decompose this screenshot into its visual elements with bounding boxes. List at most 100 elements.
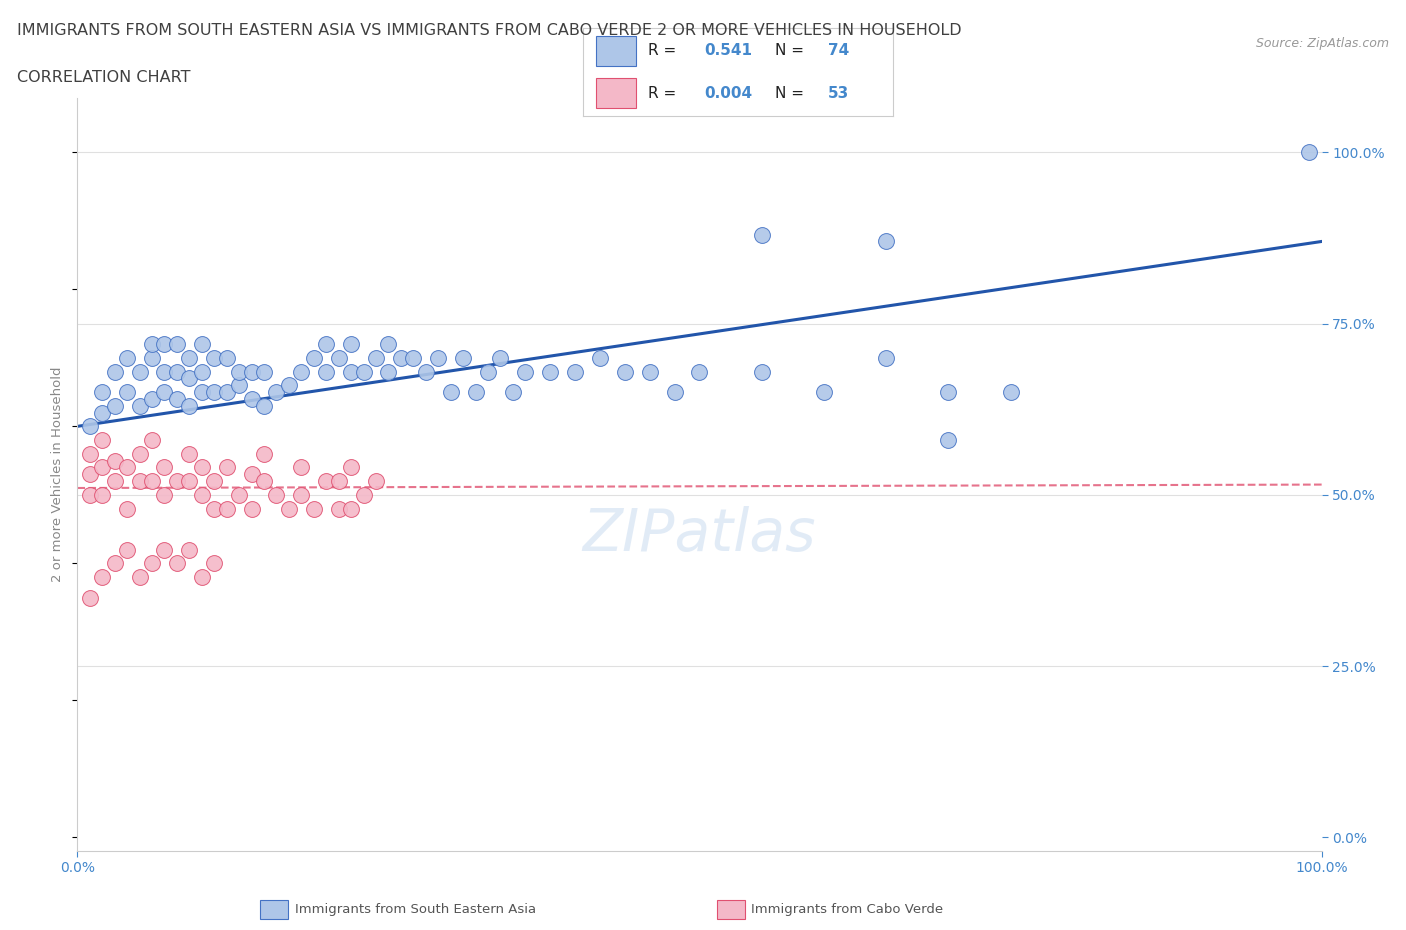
Point — [153, 385, 176, 400]
Point — [153, 487, 176, 502]
Point — [191, 385, 214, 400]
Point — [240, 392, 263, 406]
Point — [689, 365, 711, 379]
Point — [389, 351, 412, 365]
Point — [875, 351, 897, 365]
Point — [364, 473, 387, 488]
Point — [79, 446, 101, 461]
Text: 0.004: 0.004 — [704, 86, 752, 100]
Point — [141, 473, 163, 488]
Point — [489, 351, 512, 365]
Point — [179, 371, 201, 386]
Point — [328, 351, 350, 365]
Point — [353, 487, 375, 502]
Point — [79, 487, 101, 502]
Point — [104, 556, 127, 571]
Point — [538, 365, 561, 379]
Point — [141, 432, 163, 447]
Point — [91, 385, 114, 400]
Point — [179, 398, 201, 413]
Text: 74: 74 — [828, 44, 849, 59]
Text: IMMIGRANTS FROM SOUTH EASTERN ASIA VS IMMIGRANTS FROM CABO VERDE 2 OR MORE VEHIC: IMMIGRANTS FROM SOUTH EASTERN ASIA VS IM… — [17, 23, 962, 38]
Point — [141, 556, 163, 571]
Point — [79, 467, 101, 482]
Point — [813, 385, 835, 400]
Point — [253, 473, 276, 488]
Point — [91, 487, 114, 502]
Point — [440, 385, 463, 400]
Point — [364, 351, 387, 365]
Point — [202, 351, 225, 365]
Point — [464, 385, 486, 400]
Point — [477, 365, 499, 379]
Point — [564, 365, 586, 379]
Point — [115, 460, 138, 475]
Text: CORRELATION CHART: CORRELATION CHART — [17, 70, 190, 85]
Point — [128, 569, 150, 584]
Point — [340, 365, 363, 379]
Point — [166, 392, 188, 406]
Point — [115, 351, 138, 365]
Point — [340, 460, 363, 475]
Point — [290, 487, 312, 502]
Point — [377, 337, 399, 352]
Point — [166, 365, 188, 379]
Point — [128, 398, 150, 413]
Point — [340, 501, 363, 516]
Point — [1298, 145, 1320, 160]
Text: Immigrants from Cabo Verde: Immigrants from Cabo Verde — [751, 903, 943, 916]
Point — [1000, 385, 1022, 400]
Point — [328, 473, 350, 488]
Point — [277, 501, 299, 516]
Point — [141, 351, 163, 365]
Point — [240, 501, 263, 516]
Point — [215, 460, 238, 475]
Point — [79, 591, 101, 605]
Point — [377, 365, 399, 379]
Point — [240, 365, 263, 379]
Point — [202, 556, 225, 571]
Text: R =: R = — [648, 44, 682, 59]
Point — [104, 398, 127, 413]
Point — [153, 337, 176, 352]
Point — [91, 460, 114, 475]
Point — [91, 569, 114, 584]
Point — [415, 365, 437, 379]
Point — [202, 501, 225, 516]
Point — [166, 337, 188, 352]
Point — [215, 385, 238, 400]
Point — [179, 446, 201, 461]
Bar — [596, 78, 636, 108]
Point — [202, 385, 225, 400]
Point — [253, 446, 276, 461]
Point — [104, 453, 127, 468]
Point — [266, 385, 288, 400]
Point — [402, 351, 425, 365]
Point — [91, 405, 114, 420]
Text: ZIPatlas: ZIPatlas — [582, 506, 817, 563]
Point — [215, 501, 238, 516]
Point — [751, 227, 773, 242]
Point — [128, 473, 150, 488]
Text: 53: 53 — [828, 86, 849, 100]
Text: Source: ZipAtlas.com: Source: ZipAtlas.com — [1256, 37, 1389, 50]
Point — [302, 351, 325, 365]
Point — [302, 501, 325, 516]
Point — [315, 473, 337, 488]
Point — [128, 365, 150, 379]
Point — [451, 351, 474, 365]
Point — [141, 392, 163, 406]
Point — [191, 337, 214, 352]
Text: 0.541: 0.541 — [704, 44, 752, 59]
Point — [79, 418, 101, 433]
Point — [115, 501, 138, 516]
Y-axis label: 2 or more Vehicles in Household: 2 or more Vehicles in Household — [51, 366, 65, 582]
Point — [128, 446, 150, 461]
Point — [353, 365, 375, 379]
Point — [153, 460, 176, 475]
Point — [315, 365, 337, 379]
Point — [515, 365, 537, 379]
Text: Immigrants from South Eastern Asia: Immigrants from South Eastern Asia — [295, 903, 536, 916]
Point — [613, 365, 636, 379]
Point — [115, 385, 138, 400]
